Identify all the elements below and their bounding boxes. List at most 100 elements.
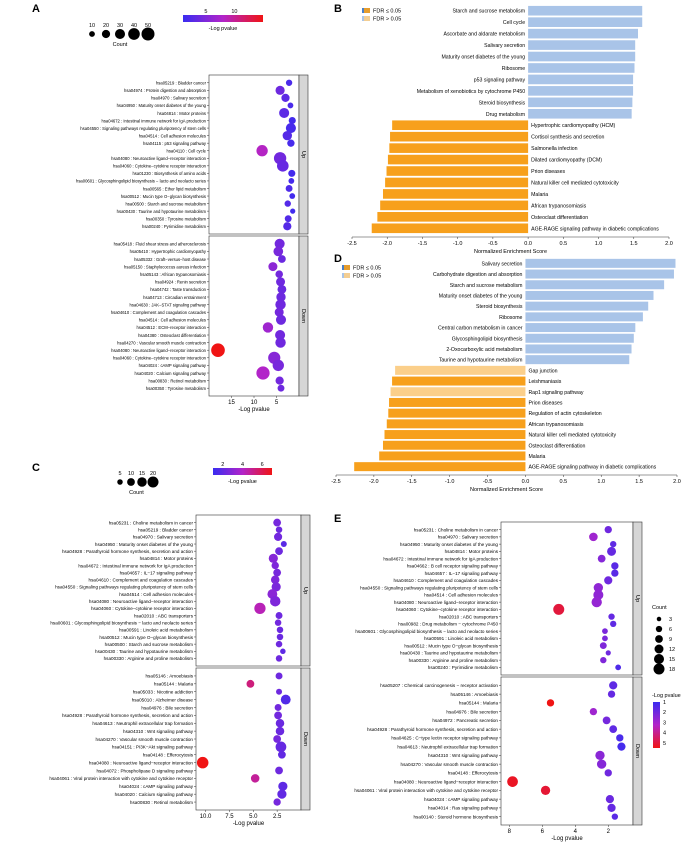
nes-bar: [384, 430, 526, 440]
size-legend-label: 15: [139, 471, 145, 477]
nes-bar: [525, 323, 636, 333]
term-dot: [256, 145, 268, 157]
size-legend-dot: [114, 28, 126, 40]
size-legend-dot: [128, 28, 140, 40]
facet-strip-label: Up: [302, 587, 308, 594]
term-label: hsa04061 : Viral protein interaction wit…: [354, 788, 498, 793]
term-dot: [602, 628, 608, 635]
nes-bar: [392, 120, 529, 131]
nes-bar: [380, 200, 529, 211]
panel-label-a: A: [32, 3, 40, 15]
x-tick-label: 0.5: [560, 241, 568, 247]
term-dot: [276, 277, 286, 287]
term-dot: [272, 359, 284, 372]
term-label: hsa04928 : Parathyroid hormone synthesis…: [62, 549, 193, 554]
color-legend-tick: 4: [663, 731, 666, 737]
term-label: hsa04610 : Complement and coagulation ca…: [394, 578, 499, 583]
term-dot: [256, 366, 270, 380]
term-dot: [607, 803, 616, 812]
x-tick-label: -2.5: [347, 241, 356, 247]
nes-bar: [390, 387, 526, 397]
term-label: hsa00330 : Arginine and proline metaboli…: [104, 656, 194, 661]
term-dot: [275, 314, 287, 325]
term-label: hsa00591 : Linoleic acid metabolism: [119, 628, 193, 633]
size-legend-dot: [89, 31, 95, 37]
term-dot: [270, 596, 281, 607]
term-label: hsa04742 : Taste transduction: [150, 287, 206, 292]
legend-swatch: [344, 265, 350, 270]
bar-label: Prion diseases: [531, 169, 565, 175]
nes-bar: [389, 143, 529, 153]
legend-swatch: [364, 8, 370, 13]
nes-bar: [377, 212, 529, 222]
term-dot: [591, 596, 602, 608]
term-label: hsa00330 : Arginine and proline metaboli…: [409, 658, 499, 663]
bar-label: 2-Oxocarboxylic acid metabolism: [446, 347, 522, 353]
size-legend-dot: [127, 478, 135, 486]
term-dot: [276, 626, 284, 634]
x-tick-label: 2.5: [273, 814, 282, 820]
size-legend-dot: [101, 29, 111, 39]
nes-bar: [528, 63, 635, 73]
term-label: hsa04613 : Neutrophil extracellular trap…: [92, 721, 193, 726]
color-legend-tick: 2: [221, 462, 224, 468]
term-label: hsa04976 : Bile secretion: [141, 705, 193, 710]
size-legend-label: 15: [669, 657, 675, 663]
x-tick-label: 0.0: [522, 479, 530, 485]
term-label: hsa04148 : Efferocytosis: [143, 753, 194, 758]
term-dot: [283, 222, 292, 231]
legend-swatch: [364, 16, 370, 21]
panel-d: D Salivary secretion Carbohydrate digestio…: [331, 253, 681, 493]
bar-label: Ribosome: [502, 66, 525, 72]
term-dot: [273, 568, 282, 577]
color-legend-tick: 5: [204, 9, 207, 15]
size-legend-dot: [653, 663, 665, 675]
term-label: hsa00830 : Retinol metabolism: [149, 378, 207, 383]
nes-bar: [389, 397, 526, 407]
term-dot: [276, 633, 284, 641]
term-dot: [284, 200, 291, 207]
size-legend-dot: [655, 635, 663, 643]
term-dot: [275, 672, 283, 680]
bar-label: Regulation of actin cytoskeleton: [528, 411, 601, 417]
term-dot: [275, 547, 283, 556]
term-dot: [278, 781, 288, 791]
term-dot: [608, 613, 615, 620]
term-dot: [275, 741, 287, 753]
term-dot: [279, 107, 290, 119]
nes-bar: [525, 344, 632, 354]
x-tick-label: -2.0: [369, 479, 378, 485]
term-label: hsa00430 : Taurine and hypotaurine metab…: [95, 649, 193, 654]
term-label: hsa05332 : Graft−versus−host disease: [134, 257, 207, 262]
nes-bar: [525, 333, 634, 343]
x-tick-label: -2.0: [382, 241, 391, 247]
term-dot: [288, 178, 295, 184]
term-label: hsa00500 : Starch and sucrose metabolism: [125, 201, 206, 206]
term-label: hsa04115 : p53 signaling pathway: [143, 141, 207, 146]
bar-label: Salmonella infection: [531, 146, 578, 152]
term-label: hsa00512 : Mucin type O−glycan biosynthe…: [99, 635, 193, 640]
bar-label: African trypanosomiasis: [531, 203, 586, 209]
term-dot: [600, 656, 607, 664]
nes-bar: [528, 17, 643, 27]
term-label: hsa04630 : JAK−STAT signaling pathway: [130, 302, 207, 307]
term-dot: [287, 139, 295, 147]
bar-label: African trypanosomiasis: [528, 422, 583, 428]
nes-bar: [528, 86, 634, 96]
term-dot: [282, 130, 292, 141]
term-dot: [274, 619, 282, 626]
x-tick-label: 4: [574, 829, 578, 835]
term-dot: [288, 116, 296, 125]
x-tick-label: -1.5: [407, 479, 416, 485]
x-tick-label: 8: [508, 829, 512, 835]
nes-bar: [525, 290, 654, 300]
term-label: hsa04657 : IL−17 signaling pathway: [425, 571, 499, 576]
size-legend-dot: [655, 625, 663, 633]
nes-bar: [386, 166, 529, 176]
term-dot: [288, 169, 296, 177]
x-tick-label: 5: [275, 400, 279, 406]
panel-c: C 5 10 15 20 Count 2 4 6 -Log pvalue Up hsa05231 : …: [32, 462, 311, 827]
term-label: hsa00430 : Taurine and hypotaurine metab…: [400, 651, 498, 656]
x-tick-label: 1.5: [630, 241, 638, 247]
term-dot: [280, 541, 287, 548]
